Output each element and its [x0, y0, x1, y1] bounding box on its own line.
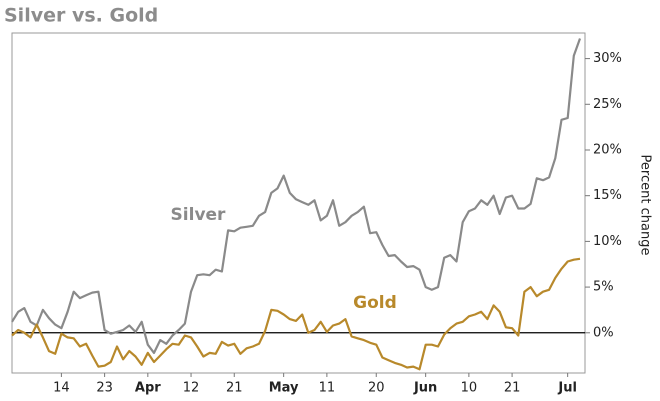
series-line — [11, 38, 582, 354]
series-label: Silver — [171, 205, 227, 225]
x-tick-label: May — [269, 381, 299, 396]
y-tick-label: 0% — [593, 325, 614, 340]
y-axis-label: Percent change — [638, 155, 653, 256]
x-tick-label: 21 — [226, 381, 243, 396]
x-tick-label: Apr — [135, 381, 161, 396]
y-tick-label: 5% — [593, 280, 614, 295]
series-line — [11, 257, 581, 371]
plot-frame — [11, 32, 586, 374]
x-tick-label: 10 — [461, 381, 478, 396]
y-tick-label: 10% — [593, 234, 622, 249]
series-label: Gold — [353, 293, 397, 313]
x-tick-label: 20 — [368, 381, 385, 396]
x-tick-label: 11 — [319, 381, 336, 396]
y-tick-label: 25% — [593, 97, 622, 112]
x-tick-label: 23 — [96, 381, 113, 396]
chart-title: Silver vs. Gold — [4, 5, 158, 27]
y-tick-label: 20% — [593, 142, 622, 157]
x-tick-label: Jul — [557, 381, 577, 396]
x-tick-label: 21 — [504, 381, 521, 396]
x-tick-label: 12 — [183, 381, 200, 396]
y-tick-label: 15% — [593, 188, 622, 203]
x-tick-label: Jun — [413, 381, 437, 396]
y-tick-label: 30% — [593, 51, 622, 66]
x-tick-label: 14 — [53, 381, 70, 396]
